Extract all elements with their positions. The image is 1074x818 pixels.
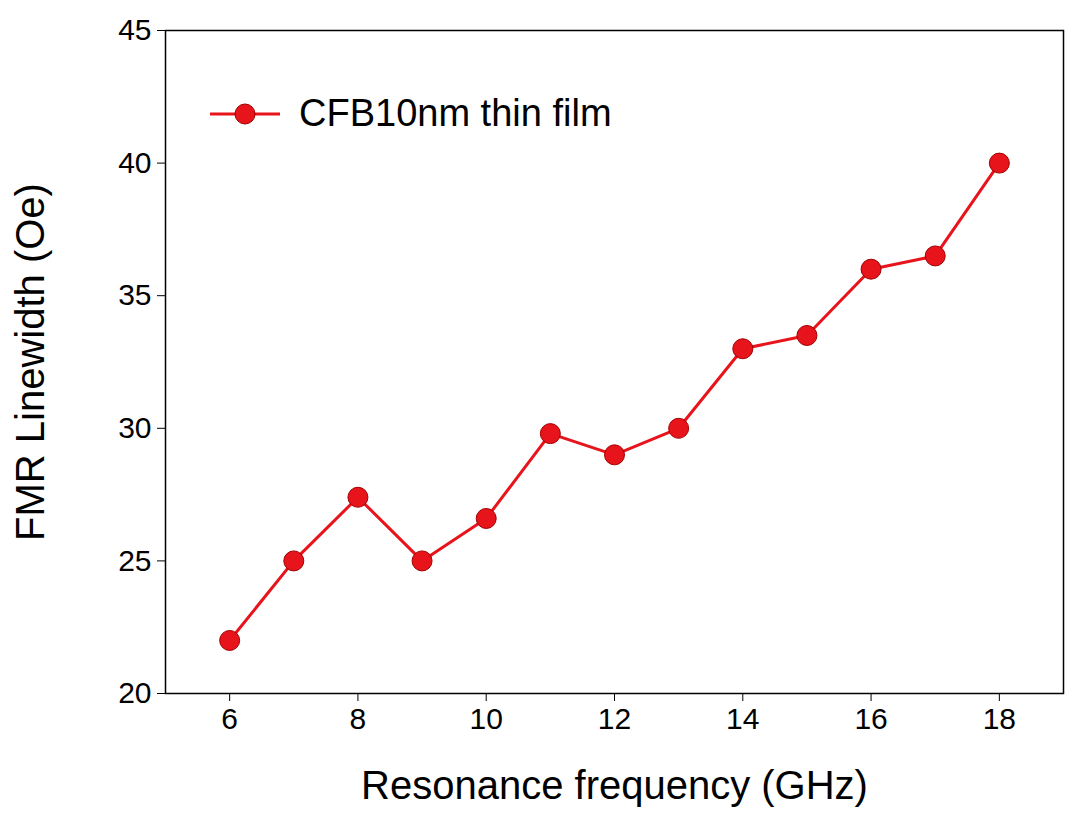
svg-text:Resonance frequency (GHz): Resonance frequency (GHz) <box>361 763 868 807</box>
svg-text:30: 30 <box>118 411 151 444</box>
svg-text:45: 45 <box>118 13 151 46</box>
svg-text:40: 40 <box>118 146 151 179</box>
svg-text:8: 8 <box>350 702 367 735</box>
svg-text:20: 20 <box>118 676 151 709</box>
svg-text:16: 16 <box>854 702 887 735</box>
html-text:CFB10nm thin film: CFB10nm thin film <box>299 92 612 134</box>
svg-text:25: 25 <box>118 544 151 577</box>
svg-text:10: 10 <box>470 702 503 735</box>
svg-text:12: 12 <box>598 702 631 735</box>
svg-text:FMR Linewidth (Oe): FMR Linewidth (Oe) <box>8 183 52 541</box>
svg-text:14: 14 <box>726 702 759 735</box>
svg-text:18: 18 <box>983 702 1016 735</box>
svg-text:6: 6 <box>221 702 238 735</box>
svg-text:35: 35 <box>118 278 151 311</box>
